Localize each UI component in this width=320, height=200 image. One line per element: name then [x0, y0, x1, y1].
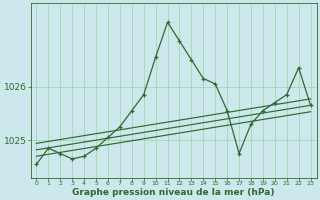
X-axis label: Graphe pression niveau de la mer (hPa): Graphe pression niveau de la mer (hPa) [72, 188, 275, 197]
